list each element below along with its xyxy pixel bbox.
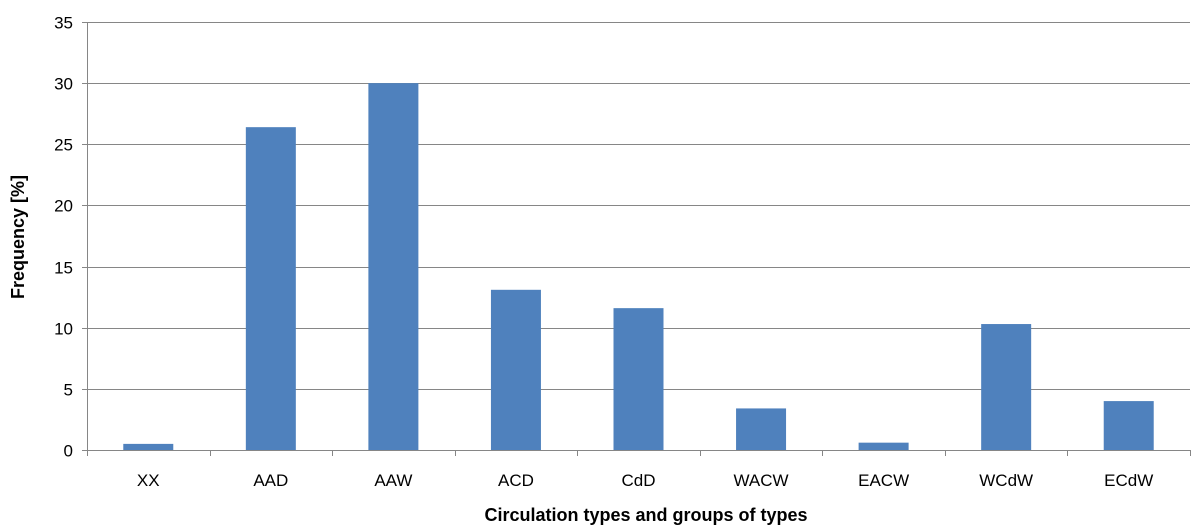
bars [123, 83, 1154, 451]
bar-aaw [368, 83, 419, 451]
x-tick-label: WCdW [979, 471, 1033, 490]
x-tick-labels: XX AAD AAW ACD CdD WACW EACW WCdW ECdW [137, 471, 1153, 490]
y-tick-label: 5 [64, 381, 73, 400]
y-tick-label: 35 [54, 14, 73, 33]
bar-xx [123, 443, 174, 450]
x-axis-title: Circulation types and groups of types [484, 505, 807, 525]
x-tick-label: ACD [498, 471, 534, 490]
x-tick-label: AAD [253, 471, 288, 490]
y-tick-label: 10 [54, 320, 73, 339]
x-tick-label: AAW [374, 471, 412, 490]
x-tick-label: WACW [734, 471, 789, 490]
x-tick-label: CdD [621, 471, 655, 490]
bar-acd [490, 289, 541, 450]
x-tick-label: EACW [858, 471, 909, 490]
y-tick-label: 20 [54, 197, 73, 216]
y-tick-label: 0 [64, 442, 73, 461]
x-tick-label: XX [137, 471, 160, 490]
axes [82, 22, 1191, 456]
y-tick-label: 30 [54, 75, 73, 94]
bar-cdd [613, 308, 664, 450]
y-tick-label: 15 [54, 259, 73, 278]
bar-aad [245, 127, 296, 450]
y-tick-label: 25 [54, 136, 73, 155]
bar-wacw [736, 408, 787, 450]
bar-eacw [858, 442, 909, 450]
bar-wcdw [981, 324, 1032, 450]
x-tick-label: ECdW [1104, 471, 1153, 490]
y-axis-title: Frequency [%] [8, 175, 28, 299]
y-tick-labels: 0 5 10 15 20 25 30 35 [54, 14, 73, 461]
bar-ecdw [1103, 401, 1154, 450]
